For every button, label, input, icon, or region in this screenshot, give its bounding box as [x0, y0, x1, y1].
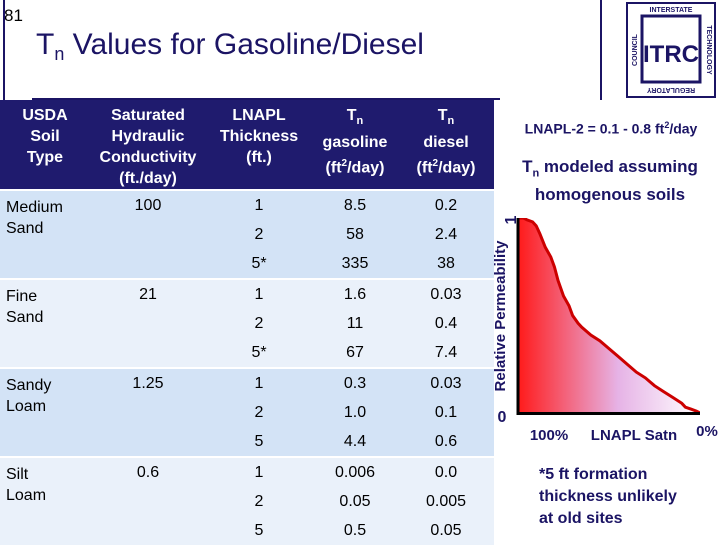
y-tick-label-0: 0 — [498, 409, 507, 426]
soil-type-cell: Silt Loam — [0, 456, 90, 545]
header-hydraulic-conductivity: Saturated Hydraulic Conductivity (ft./day) — [90, 100, 206, 190]
slide-number: 81 — [4, 6, 23, 25]
logo-center-text: ITRC — [643, 41, 699, 68]
thickness-cell: 1 — [206, 367, 312, 398]
frame-left-line — [3, 0, 5, 100]
thickness-cell: 5 — [206, 427, 312, 457]
tn-diesel-cell: 0.05 — [398, 516, 494, 545]
thickness-cell: 1 — [206, 278, 312, 309]
header-tn-diesel: Tn diesel (ft2/day) — [398, 100, 494, 190]
tn-gasoline-cell: 67 — [312, 338, 398, 368]
footnote-line: thickness unlikely — [539, 488, 677, 505]
tn-gasoline-cell: 1.0 — [312, 398, 398, 427]
thickness-cell: 2 — [206, 309, 312, 338]
tn-gasoline-cell: 0.05 — [312, 487, 398, 516]
tn-diesel-cell: 0.005 — [398, 487, 494, 516]
thickness-cell: 2 — [206, 487, 312, 516]
table-row: Sandy Loam 1.25 1 0.3 0.03 — [0, 367, 494, 457]
footnote: *5 ft formation thickness unlikely at ol… — [539, 464, 709, 530]
tn-diesel-cell: 0.6 — [398, 427, 494, 457]
plot-area-above-curve — [518, 218, 700, 413]
conductivity-cell: 21 — [90, 278, 206, 368]
thickness-cell: 2 — [206, 398, 312, 427]
table-row: 2 58 2.4 — [0, 220, 494, 249]
thickness-cell: 5 — [206, 516, 312, 545]
itrc-logo: INTERSTATE REGULATORY COUNCIL TECHNOLOGY… — [626, 2, 716, 98]
tn-diesel-cell: 38 — [398, 249, 494, 279]
x-tick-label-left: 100% — [530, 427, 568, 444]
relative-permeability-chart: 0 1 Relative Permeability 100% LNAPL Sat… — [492, 215, 718, 444]
title-underline — [32, 98, 500, 100]
modeled-note: Tn modeled assuming homogenous soils — [522, 157, 698, 205]
thickness-cell: 5* — [206, 338, 312, 368]
x-axis-label: LNAPL Satn — [591, 427, 677, 444]
table-row: 5 4.4 0.6 — [0, 427, 494, 457]
tn-diesel-cell: 0.1 — [398, 398, 494, 427]
tn-diesel-cell: 7.4 — [398, 338, 494, 368]
y-axis-label: Relative Permeability — [492, 240, 509, 392]
logo-bottom-text: REGULATORY — [647, 86, 695, 93]
tn-gasoline-cell: 1.6 — [312, 278, 398, 309]
conductivity-cell: 1.25 — [90, 367, 206, 457]
table-row: 2 11 0.4 — [0, 309, 494, 338]
thickness-cell: 2 — [206, 220, 312, 249]
tn-diesel-cell: 2.4 — [398, 220, 494, 249]
lnapl-transmissivity-note: LNAPL-2 = 0.1 - 0.8 ft2/day — [524, 120, 698, 137]
table-row: Fine Sand 21 1 1.6 0.03 — [0, 278, 494, 368]
footnote-line: *5 ft formation — [539, 466, 648, 483]
soil-type-cell: Sandy Loam — [0, 367, 90, 457]
table-row: 2 0.05 0.005 — [0, 487, 494, 516]
tn-gasoline-cell: 4.4 — [312, 427, 398, 457]
tn-gasoline-cell: 0.3 — [312, 367, 398, 398]
tn-diesel-cell: 0.4 — [398, 309, 494, 338]
table-header-row: USDA Soil Type Saturated Hydraulic Conductiv… — [0, 100, 494, 190]
tn-diesel-cell: 0.03 — [398, 278, 494, 309]
tn-gasoline-cell: 335 — [312, 249, 398, 279]
thickness-cell: 1 — [206, 189, 312, 220]
logo-left-text: COUNCIL — [632, 33, 639, 66]
thickness-cell: 1 — [206, 456, 312, 487]
table-row: 5* 67 7.4 — [0, 338, 494, 368]
y-tick-label-1: 1 — [503, 215, 520, 224]
table-row: 5* 335 38 — [0, 249, 494, 279]
thickness-cell: 5* — [206, 249, 312, 279]
table-row: Silt Loam 0.6 1 0.006 0.0 — [0, 456, 494, 545]
table-row: 2 1.0 0.1 — [0, 398, 494, 427]
tn-diesel-cell: 0.0 — [398, 456, 494, 487]
tn-gasoline-cell: 0.5 — [312, 516, 398, 545]
frame-right-line — [600, 0, 602, 100]
logo-top-text: INTERSTATE — [650, 7, 693, 14]
header-lnapl-thickness: LNAPL Thickness (ft.) — [206, 100, 312, 190]
slide-title: Tn Values for Gasoline/Diesel — [36, 28, 424, 64]
tn-values-table: USDA Soil Type Saturated Hydraulic Conductiv… — [0, 100, 494, 545]
tn-diesel-cell: 0.03 — [398, 367, 494, 398]
tn-gasoline-cell: 11 — [312, 309, 398, 338]
conductivity-cell: 0.6 — [90, 456, 206, 545]
relative-permeability-curve — [518, 218, 700, 414]
tn-gasoline-cell: 0.006 — [312, 456, 398, 487]
header-tn-gasoline: Tn gasoline (ft2/day) — [312, 100, 398, 190]
header-soil-type: USDA Soil Type — [0, 100, 90, 190]
table-row: Medium Sand 100 1 8.5 0.2 — [0, 189, 494, 279]
tn-gasoline-cell: 8.5 — [312, 189, 398, 220]
tn-diesel-cell: 0.2 — [398, 189, 494, 220]
conductivity-cell: 100 — [90, 189, 206, 279]
soil-type-cell: Fine Sand — [0, 278, 90, 368]
logo-right-text: TECHNOLOGY — [705, 25, 712, 75]
soil-type-cell: Medium Sand — [0, 189, 90, 279]
x-tick-label-right: 0% — [696, 423, 718, 440]
tn-gasoline-cell: 58 — [312, 220, 398, 249]
footnote-line: at old sites — [539, 510, 623, 527]
